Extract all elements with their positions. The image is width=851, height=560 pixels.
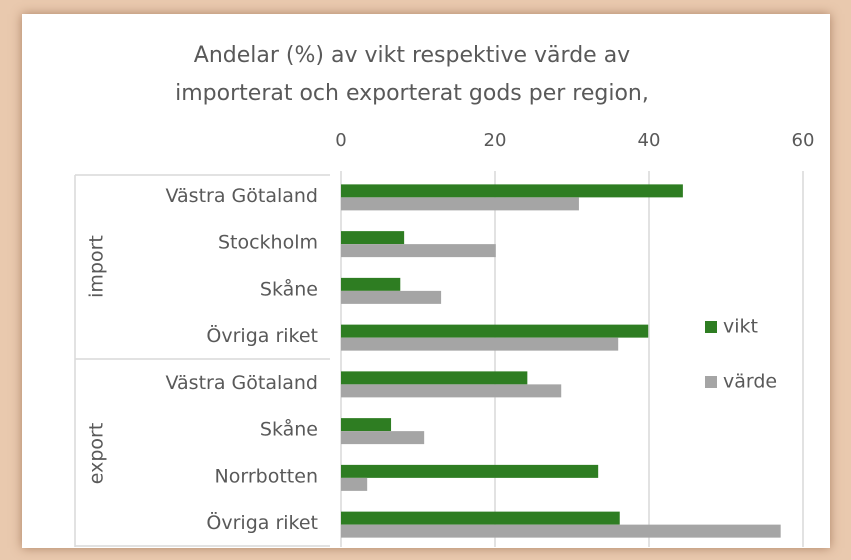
bar bbox=[341, 337, 619, 351]
bar bbox=[341, 197, 579, 211]
bar bbox=[341, 231, 405, 245]
x-tick-label: 40 bbox=[638, 130, 661, 151]
bar bbox=[341, 384, 562, 398]
chart-title: Andelar (%) av vikt respektive värde av bbox=[194, 43, 630, 68]
bar bbox=[341, 371, 528, 385]
y-tick-label: Norrbotten bbox=[215, 465, 318, 487]
x-tick-label: 20 bbox=[484, 130, 507, 151]
y-tick-label: Västra Götaland bbox=[166, 185, 318, 207]
bar bbox=[341, 431, 425, 445]
legend-swatch bbox=[705, 376, 717, 388]
legend-swatch bbox=[705, 321, 717, 333]
group-label: import bbox=[86, 235, 108, 298]
bar bbox=[341, 477, 368, 491]
bar bbox=[341, 324, 649, 338]
x-tick-label: 60 bbox=[792, 130, 815, 151]
y-tick-label: Övriga riket bbox=[206, 324, 318, 347]
x-tick-label: 0 bbox=[335, 130, 346, 151]
bar bbox=[341, 184, 683, 198]
bar bbox=[341, 290, 442, 304]
chart-title: importerat och exporterat gods per regio… bbox=[175, 81, 649, 106]
bar bbox=[341, 511, 620, 525]
bar bbox=[341, 464, 599, 478]
y-tick-label: Stockholm bbox=[218, 232, 318, 254]
bar bbox=[341, 244, 496, 258]
chart-panel bbox=[22, 14, 830, 548]
bar bbox=[341, 524, 781, 538]
y-tick-label: Västra Götaland bbox=[166, 372, 318, 394]
y-tick-label: Skåne bbox=[260, 277, 318, 300]
bar bbox=[341, 418, 392, 432]
legend-label: vikt bbox=[723, 316, 758, 338]
legend-label: värde bbox=[723, 371, 777, 393]
y-tick-label: Övriga riket bbox=[206, 511, 318, 534]
bar bbox=[341, 277, 401, 291]
y-tick-label: Skåne bbox=[260, 418, 318, 441]
group-label: export bbox=[86, 423, 108, 485]
